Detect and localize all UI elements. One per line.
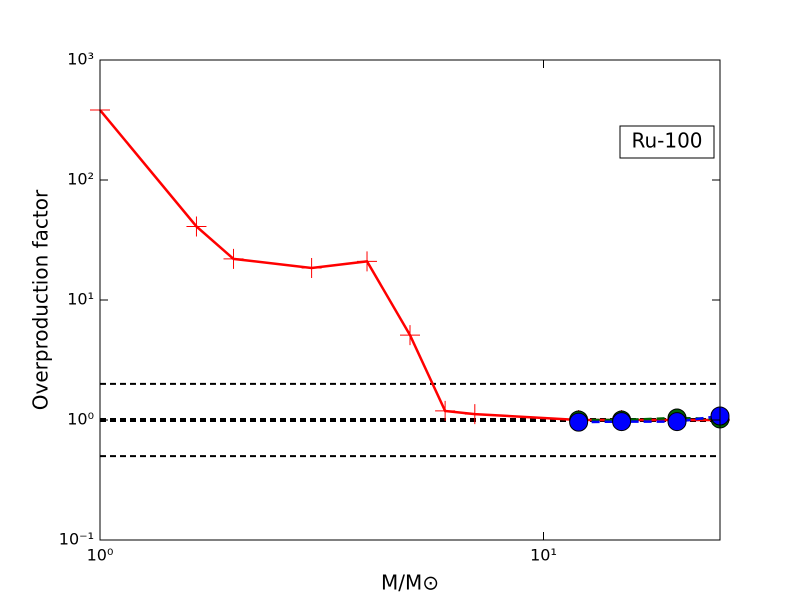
y-tick-label: 10³ <box>67 50 94 69</box>
y-axis-label: Overproduction factor <box>29 189 53 410</box>
x-tick-label: 10¹ <box>530 546 557 565</box>
y-tick-label: 10⁻¹ <box>59 530 94 549</box>
marker <box>435 400 456 421</box>
y-tick-label: 10¹ <box>67 290 94 309</box>
x-axis-label: M/M⊙ <box>381 571 439 595</box>
marker <box>223 248 244 269</box>
y-tick-label: 10² <box>67 170 94 189</box>
marker <box>667 412 687 432</box>
x-tick-label: 10⁰ <box>87 546 114 565</box>
marker <box>301 257 322 278</box>
annotation-box <box>619 125 715 159</box>
marker <box>612 412 632 432</box>
series-line <box>578 414 721 424</box>
marker <box>186 216 207 237</box>
y-tick-label: 10⁰ <box>67 410 94 429</box>
marker <box>357 251 378 272</box>
marker <box>569 412 589 432</box>
marker <box>464 404 485 425</box>
annotation: Ru-100 <box>631 129 702 153</box>
marker <box>400 325 420 346</box>
